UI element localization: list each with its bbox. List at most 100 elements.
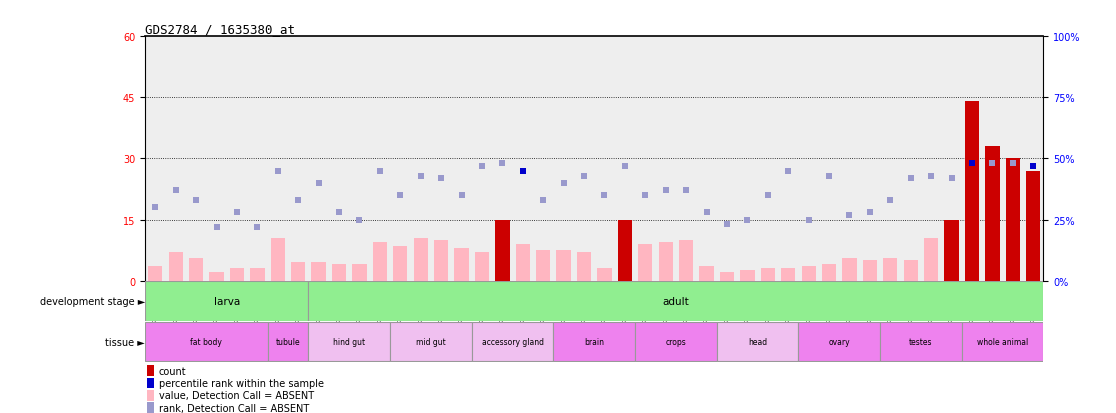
Text: larva: larva	[213, 296, 240, 306]
Bar	[985, 228, 1000, 281]
Point	[657, 188, 675, 194]
Text: development stage ►: development stage ►	[40, 296, 145, 306]
Bar	[373, 242, 387, 281]
Bar	[700, 267, 714, 281]
Bar	[148, 267, 163, 281]
Bar	[496, 220, 510, 281]
Bar	[414, 238, 427, 281]
Bar	[720, 273, 734, 281]
Bar	[638, 244, 653, 281]
Point	[493, 161, 511, 167]
Bar	[308, 323, 391, 361]
Text: percentile rank within the sample: percentile rank within the sample	[158, 378, 324, 388]
Point	[718, 221, 735, 228]
Point	[473, 163, 491, 170]
Text: head: head	[748, 337, 767, 347]
Bar	[472, 323, 554, 361]
Point	[840, 212, 858, 218]
Point	[677, 188, 695, 194]
Point	[1024, 163, 1042, 170]
Bar	[716, 323, 798, 361]
Bar	[147, 366, 154, 376]
Bar	[169, 252, 183, 281]
Bar	[145, 323, 268, 361]
Point	[943, 175, 961, 182]
Bar	[863, 261, 877, 281]
Bar	[577, 252, 591, 281]
Point	[412, 173, 430, 179]
Point	[350, 217, 368, 223]
Bar	[944, 238, 959, 281]
Bar	[454, 249, 469, 281]
Point	[1004, 161, 1022, 167]
Text: ovary: ovary	[828, 337, 850, 347]
Point	[800, 217, 818, 223]
Point	[146, 204, 164, 211]
Bar	[353, 265, 367, 281]
Bar	[944, 220, 959, 281]
Bar	[985, 147, 1000, 281]
Bar	[331, 265, 346, 281]
Point	[453, 192, 471, 199]
Bar	[147, 402, 154, 413]
Point	[228, 209, 246, 216]
Bar	[798, 323, 881, 361]
Bar	[271, 238, 285, 281]
Point	[779, 168, 797, 175]
Bar	[496, 240, 510, 281]
Text: adult: adult	[663, 296, 690, 306]
Bar	[311, 263, 326, 281]
Text: brain: brain	[585, 337, 604, 347]
Point	[739, 217, 757, 223]
Point	[330, 209, 348, 216]
Bar	[679, 240, 693, 281]
Text: hind gut: hind gut	[334, 337, 365, 347]
Point	[310, 180, 328, 187]
Bar	[557, 250, 570, 281]
Bar	[781, 269, 796, 281]
Point	[902, 175, 920, 182]
Bar	[1026, 232, 1040, 281]
Point	[963, 161, 981, 167]
Text: testes: testes	[910, 337, 933, 347]
Text: GDS2784 / 1635380_at: GDS2784 / 1635380_at	[145, 23, 295, 36]
Point	[922, 173, 940, 179]
Bar	[924, 238, 939, 281]
Bar	[1006, 226, 1020, 281]
Point	[392, 192, 410, 199]
Bar	[474, 252, 489, 281]
Bar	[554, 323, 635, 361]
Text: crops: crops	[665, 337, 686, 347]
Bar	[965, 102, 979, 281]
Bar	[597, 269, 612, 281]
Point	[882, 197, 899, 204]
Bar	[904, 261, 917, 281]
Bar	[821, 265, 836, 281]
Bar	[210, 273, 223, 281]
Bar	[843, 259, 857, 281]
Point	[616, 163, 634, 170]
Text: count: count	[158, 366, 186, 376]
Bar	[291, 263, 306, 281]
Bar	[965, 222, 979, 281]
Bar	[147, 390, 154, 401]
Bar	[147, 378, 154, 389]
Bar	[268, 323, 308, 361]
Bar	[250, 269, 264, 281]
Bar	[1026, 171, 1040, 281]
Text: value, Detection Call = ABSENT: value, Detection Call = ABSENT	[158, 390, 314, 400]
Bar	[230, 269, 244, 281]
Text: accessory gland: accessory gland	[482, 337, 543, 347]
Bar	[308, 282, 1043, 321]
Bar	[740, 271, 754, 281]
Point	[555, 180, 573, 187]
Point	[208, 224, 225, 230]
Bar	[801, 267, 816, 281]
Bar	[883, 259, 897, 281]
Text: tissue ►: tissue ►	[105, 337, 145, 347]
Point	[636, 192, 654, 199]
Bar	[189, 259, 203, 281]
Point	[249, 224, 267, 230]
Bar	[658, 242, 673, 281]
Text: tubule: tubule	[276, 337, 300, 347]
